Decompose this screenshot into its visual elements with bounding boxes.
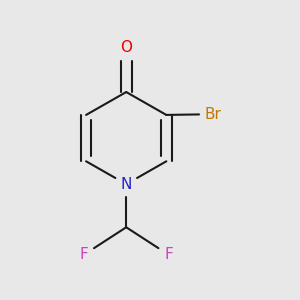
Text: Br: Br [205,107,222,122]
Text: O: O [120,40,132,55]
Text: F: F [164,247,173,262]
Text: N: N [121,177,132,192]
Text: F: F [80,247,88,262]
